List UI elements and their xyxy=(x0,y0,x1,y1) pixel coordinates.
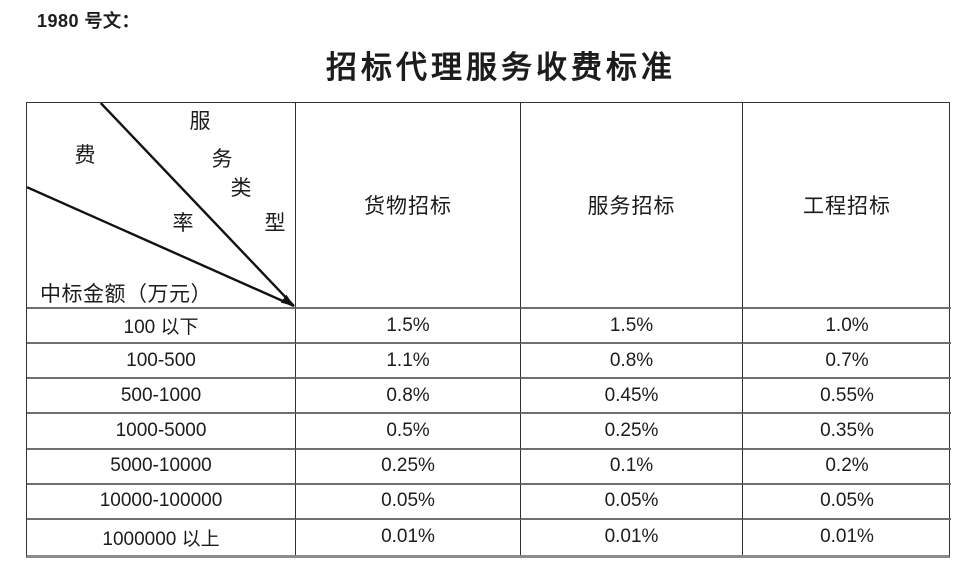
document-ref-label: 1980 号文： xyxy=(37,11,141,31)
diagonal-arrowhead xyxy=(280,294,295,307)
fee-value-cell: 0.45% xyxy=(521,379,743,415)
fee-value-cell: 0.35% xyxy=(743,414,951,450)
page-title: 招标代理服务收费标准 xyxy=(326,50,676,85)
fee-table: 服务类型 费率 中标金额（万元） 货物招标 服务招标 工程招标 100 以下 1.… xyxy=(26,102,951,558)
fee-value-cell: 0.05% xyxy=(296,484,521,520)
row-range-cell: 10000-100000 xyxy=(27,484,296,520)
column-header-goods: 货物招标 xyxy=(296,103,521,309)
fee-value-cell: 0.7% xyxy=(743,344,951,380)
col-axis-char-2: 务 xyxy=(211,147,233,171)
fee-value-cell: 0.01% xyxy=(820,526,874,548)
column-header-engineering: 工程招标 xyxy=(743,103,951,309)
row-range-cell: 1000000 以上 xyxy=(27,519,296,555)
fee-value-cell: 1.5% xyxy=(521,309,743,345)
fee-value-cell: 0.2% xyxy=(743,450,951,485)
fee-value-cell: 0.5% xyxy=(296,414,521,450)
row-range-cell: 500-1000 xyxy=(27,379,296,415)
row-range-cell: 5000-10000 xyxy=(27,449,296,485)
rate-char-1: 费 xyxy=(74,143,96,167)
corner-header-cell: 服务类型 费率 中标金额（万元） xyxy=(27,103,296,309)
fee-value-cell: 1.0% xyxy=(743,309,951,345)
fee-value-cell: 0.05% xyxy=(743,485,951,520)
col-axis-char-4: 型 xyxy=(264,211,286,235)
fee-value-cell: 1.1% xyxy=(296,344,521,380)
fee-value-cell: 0.55% xyxy=(743,379,951,415)
fee-value-cell: 0.05% xyxy=(521,484,743,520)
fee-value-cell: 1.5% xyxy=(296,309,521,345)
fee-value-cell: 0.8% xyxy=(296,379,521,415)
row-range-cell: 100-500 xyxy=(27,344,296,380)
rate-char-2: 率 xyxy=(172,211,194,235)
fee-value-cell: 0.01% xyxy=(521,519,743,555)
fee-value-cell: 0.8% xyxy=(521,344,743,380)
row-range-cell: 100 以下 xyxy=(27,309,296,345)
row-range-cell: 1000-5000 xyxy=(27,414,296,450)
fee-value-cell: 0.1% xyxy=(521,449,743,485)
col-axis-char-3: 类 xyxy=(230,176,252,200)
row-axis-label: 中标金额（万元） xyxy=(40,282,212,306)
col-axis-char-1: 服 xyxy=(189,109,211,133)
fee-value-cell: 0.01% xyxy=(296,519,521,555)
column-header-services: 服务招标 xyxy=(521,103,743,309)
diagonal-divider-lines xyxy=(27,103,295,307)
fee-value-cell: 0.25% xyxy=(296,449,521,485)
fee-value-cell: 0.25% xyxy=(521,414,743,450)
